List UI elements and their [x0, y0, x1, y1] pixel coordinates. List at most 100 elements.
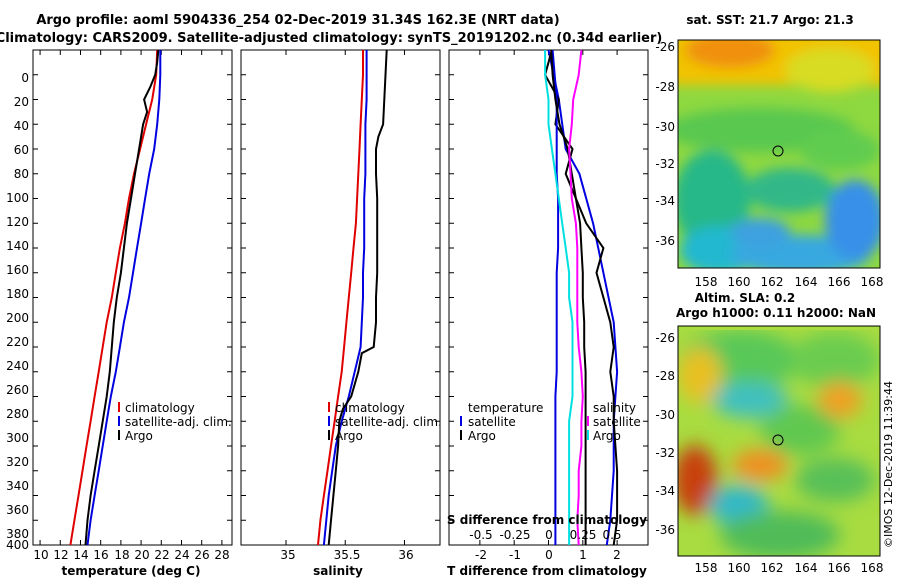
sst-lat--36: -36: [655, 234, 675, 248]
t-diff-x-labels: -2 -1 0 1 2: [475, 548, 621, 562]
legend-text-argo: Argo: [125, 429, 153, 443]
depth-label-380: 380: [6, 527, 29, 541]
depth-label-340: 340: [6, 479, 29, 493]
temp-tick-28: 28: [214, 548, 229, 562]
sst-profile-marker: [772, 145, 784, 157]
sla-map-subtitle: Argo h1000: 0.11 h2000: NaN: [676, 306, 876, 320]
sal-tick-36: 36: [398, 548, 413, 562]
temperature-x-labels: 10 12 14 16 18 20 22 24 26 28: [33, 548, 229, 562]
depth-label-200: 200: [6, 311, 29, 325]
sst-orange-patch: [685, 40, 775, 68]
series-temperature-profile-climatology: [69, 49, 159, 546]
salinity-panel-frame: [240, 49, 441, 546]
sla-lon-158: 158: [695, 561, 718, 575]
sal-tick-35.5: 35.5: [334, 548, 361, 562]
temp-tick-12: 12: [53, 548, 68, 562]
legend-text-satellite: satellite-adj. clim.: [125, 415, 232, 429]
sst-lon-160: 160: [728, 275, 751, 289]
sst-yellow-patch: [785, 48, 875, 92]
diff-legend-salinity: salinity: [593, 401, 636, 415]
sla-lon-160: 160: [728, 561, 751, 575]
sdiff-tick-0.25: 0.25: [570, 528, 597, 542]
sst-map-frame: [677, 39, 881, 269]
salinity-x-labels: 35 35.5 36: [280, 548, 413, 562]
sla-green-3: [760, 405, 840, 455]
depth-axis-labels: 0 20 40 60 80 100 120 140 160 180 200 22…: [6, 71, 29, 552]
depth-label-400: 400: [6, 538, 29, 552]
sla-cyan-1: [712, 382, 788, 418]
sla-green-2: [790, 332, 880, 388]
sla-lon-166: 166: [828, 561, 851, 575]
sla-lat--34: -34: [655, 484, 675, 498]
sla-axis-labels: -26 -28 -30 -32 -34 -36 158 160 162 164 …: [655, 331, 883, 575]
series-temperature-profile-satellite-adj-clim-: [86, 50, 162, 546]
depth-label-360: 360: [6, 503, 29, 517]
t-diff-axis-title: T difference from climatology: [447, 564, 647, 578]
temperature-panel-frame: [32, 49, 233, 546]
difference-panel-frame: [448, 49, 649, 546]
axis-ticks: [33, 49, 648, 546]
depth-label-80: 80: [14, 167, 29, 181]
sla-profile-marker: [772, 434, 784, 446]
sst-lon-168: 168: [861, 275, 884, 289]
temp-tick-18: 18: [114, 548, 129, 562]
series-difference-from-climatology-salinity-argo: [550, 49, 587, 545]
sla-green-4: [795, 458, 875, 502]
tdiff-tick--2: -2: [475, 548, 487, 562]
tdiff-tick--1: -1: [509, 548, 521, 562]
sst-lon-166: 166: [828, 275, 851, 289]
sla-map-title: Altim. SLA: 0.2: [695, 291, 796, 305]
sal-tick-35: 35: [280, 548, 295, 562]
sla-lon-164: 164: [795, 561, 818, 575]
depth-label-100: 100: [6, 191, 29, 205]
series-temperature-profile-argo: [84, 49, 160, 546]
diff-legend-s-satellite: satellite: [593, 415, 641, 429]
sla-map-frame: [677, 325, 881, 557]
sla-lon-162: 162: [761, 561, 784, 575]
sla-red-1: [678, 445, 717, 515]
depth-label-60: 60: [14, 143, 29, 157]
sst-lon-158: 158: [695, 275, 718, 289]
diff-legend-t-satellite: satellite: [468, 415, 516, 429]
depth-label-160: 160: [6, 263, 29, 277]
diff-legend-s-argo: Argo: [593, 429, 621, 443]
sst-lon-162: 162: [761, 275, 784, 289]
diff-legend-t-argo: Argo: [468, 429, 496, 443]
sst-axis-labels: -26 -28 -30 -32 -34 -36 158 160 162 164 …: [655, 40, 883, 289]
temp-tick-24: 24: [174, 548, 189, 562]
series-difference-from-climatology-salinity-satellite: [551, 49, 560, 545]
tdiff-tick-0: 0: [545, 548, 553, 562]
sla-lat--28: -28: [655, 369, 675, 383]
series-difference-from-climatology-temperature-argo: [544, 49, 619, 546]
depth-label-0: 0: [21, 71, 29, 85]
sla-lon-168: 168: [861, 561, 884, 575]
s-diff-x-labels: -0.5 -0.25 0 0.25 0.5: [469, 528, 621, 542]
sal-legend-text-climatology: climatology: [335, 401, 405, 415]
sst-green-2: [800, 130, 880, 170]
sdiff-tick-0.5: 0.5: [602, 528, 621, 542]
sdiff-tick-0: 0: [545, 528, 553, 542]
sla-lat--30: -30: [655, 408, 675, 422]
sla-green-5: [720, 511, 840, 556]
temp-tick-26: 26: [194, 548, 209, 562]
temp-tick-16: 16: [93, 548, 108, 562]
salinity-axis-title: salinity: [313, 564, 363, 578]
watermark: ©IMOS 12-Dec-2019 11:39:44: [882, 381, 895, 548]
sal-legend-text-satellite: satellite-adj. clim.: [335, 415, 442, 429]
temp-tick-14: 14: [73, 548, 88, 562]
sla-lat--26: -26: [655, 331, 675, 345]
depth-label-20: 20: [14, 95, 29, 109]
depth-label-140: 140: [6, 239, 29, 253]
temperature-axis-title: temperature (deg C): [62, 564, 201, 578]
title-line-1: Argo profile: aoml 5904336_254 02-Dec-20…: [36, 13, 559, 28]
depth-label-280: 280: [6, 407, 29, 421]
sst-teal-1: [678, 150, 750, 250]
depth-label-240: 240: [6, 359, 29, 373]
sla-orange-2: [732, 449, 788, 481]
sdiff-tick--0.25: -0.25: [499, 528, 530, 542]
profile-lines: [69, 49, 619, 546]
sst-lat--28: -28: [655, 80, 675, 94]
sst-lat--32: -32: [655, 157, 675, 171]
sst-lat--34: -34: [655, 194, 675, 208]
